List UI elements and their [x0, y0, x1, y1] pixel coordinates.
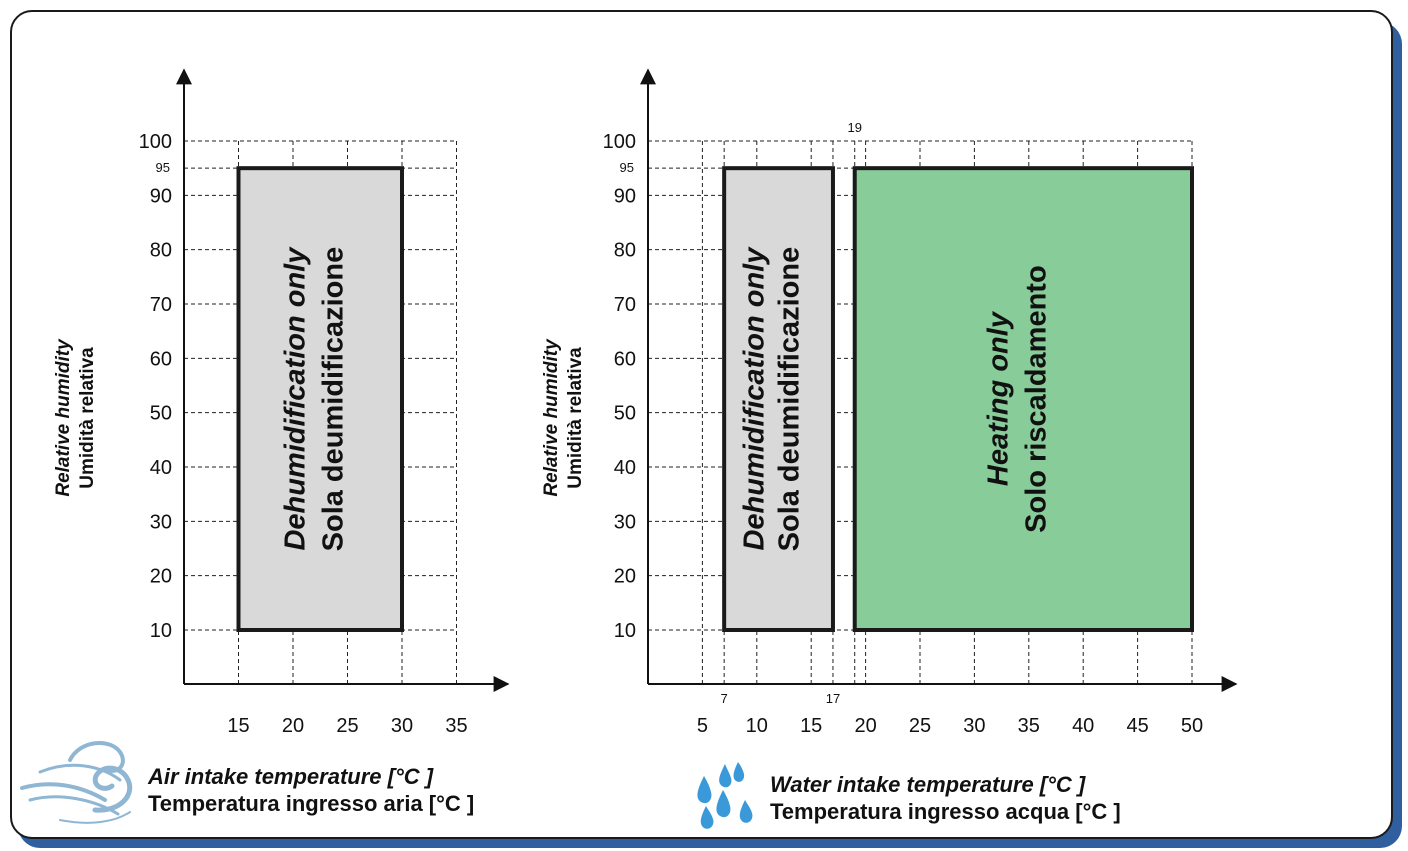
air-x-label-bold: Temperatura ingresso aria [°C ]: [148, 791, 474, 816]
x-tick-label: 25: [909, 715, 931, 737]
water-drops-icon: [697, 762, 753, 829]
air-chart-region-labels: Dehumidification only Sola deumidificazio…: [279, 246, 349, 552]
water-chart: 10 20 30 40 50 60 70 80 90 100 95 5 10 15 20 25 30 35 40 45…: [541, 68, 1238, 824]
x-extra-tick-label: 7: [721, 691, 728, 706]
y-tick-label: 70: [150, 294, 172, 316]
y-tick-label: 40: [614, 457, 636, 479]
x-extra-tick-label: 17: [826, 691, 840, 706]
y-tick-label: 90: [150, 185, 172, 207]
water-chart-tick-labels: 10 20 30 40 50 60 70 80 90 100 95 5 10 15 20 25 30 35 40 45…: [603, 120, 1204, 737]
y-tick-label: 10: [614, 620, 636, 642]
water-y-label-bold: Umidità relativa: [565, 347, 586, 489]
x-top-tick-label: 19: [847, 120, 861, 135]
region-label-italic: Dehumidification only: [279, 246, 311, 551]
x-tick-label: 35: [445, 715, 467, 737]
y-tick-label: 30: [150, 511, 172, 533]
x-tick-label: 5: [697, 715, 708, 737]
air-chart-axes: [176, 68, 510, 692]
x-tick-label: 15: [227, 715, 249, 737]
air-y-label-bold: Umidità relativa: [77, 347, 98, 489]
y-tick-label: 100: [603, 131, 636, 153]
water-x-label-bold: Temperatura ingresso acqua [°C ]: [770, 799, 1121, 824]
water-x-label-italic: Water intake temperature [°C ]: [770, 772, 1086, 797]
y-tick-label: 30: [614, 511, 636, 533]
air-swirl-icon: [20, 740, 133, 824]
y-tick-label: 50: [614, 403, 636, 425]
y-tick-label: 70: [614, 294, 636, 316]
x-tick-label: 10: [746, 715, 768, 737]
y-extra-tick-label: 95: [156, 160, 170, 175]
air-chart-regions: [236, 166, 404, 633]
x-tick-label: 20: [282, 715, 304, 737]
y-tick-label: 20: [614, 566, 636, 588]
x-tick-label: 35: [1018, 715, 1040, 737]
region-label-bold: Solo riscaldamento: [1020, 265, 1052, 533]
y-tick-label: 20: [150, 566, 172, 588]
y-tick-label: 60: [614, 348, 636, 370]
water-chart-axes: [640, 68, 1238, 692]
y-tick-label: 80: [614, 240, 636, 262]
air-chart: 10 20 30 40 50 60 70 80 90 100 95 15 20 25 30 35 Dehumi…: [53, 68, 510, 816]
x-tick-label: 20: [854, 715, 876, 737]
x-tick-label: 30: [391, 715, 413, 737]
x-tick-label: 50: [1181, 715, 1203, 737]
air-chart-tick-labels: 10 20 30 40 50 60 70 80 90 100 95 15 20 25 30 35: [139, 131, 468, 737]
region-label-bold: Sola deumidificazione: [317, 247, 349, 552]
y-tick-label: 90: [614, 185, 636, 207]
x-tick-label: 40: [1072, 715, 1094, 737]
region-label-italic: Dehumidification only: [739, 246, 771, 551]
water-chart-regions: [722, 166, 1194, 633]
y-tick-label: 80: [150, 240, 172, 262]
operating-region: [852, 166, 1194, 633]
x-tick-label: 30: [963, 715, 985, 737]
air-y-label-italic: Relative humidity: [53, 338, 74, 497]
operating-region: [722, 166, 835, 633]
x-tick-label: 25: [336, 715, 358, 737]
y-tick-label: 60: [150, 348, 172, 370]
y-tick-label: 10: [150, 620, 172, 642]
y-tick-label: 50: [150, 403, 172, 425]
region-label-bold: Sola deumidificazione: [774, 247, 806, 552]
region-label-italic: Heating only: [982, 310, 1014, 486]
water-y-label-italic: Relative humidity: [541, 338, 562, 497]
operating-region: [236, 166, 404, 633]
y-tick-label: 40: [150, 457, 172, 479]
water-chart-region-labels: Dehumidification only Sola deumidificazio…: [739, 246, 1053, 552]
x-tick-label: 15: [800, 715, 822, 737]
y-extra-tick-label: 95: [620, 160, 634, 175]
y-tick-label: 100: [139, 131, 172, 153]
air-x-label-italic: Air intake temperature [°C ]: [147, 764, 434, 789]
x-tick-label: 45: [1126, 715, 1148, 737]
